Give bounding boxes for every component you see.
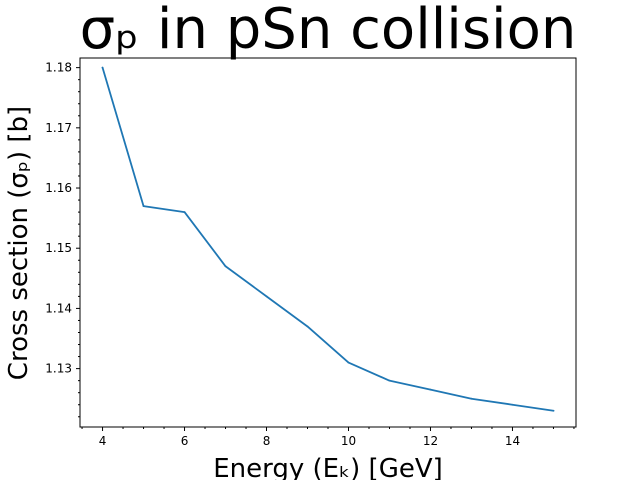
x-axis-label: Energy (Eₖ) [GeV] (213, 454, 443, 480)
y-tick-label: 1.17 (45, 121, 72, 135)
y-tick-label: 1.18 (45, 61, 72, 75)
data-point (470, 397, 473, 400)
y-tick-label: 1.13 (45, 362, 72, 376)
x-tick-label: 14 (505, 434, 520, 448)
data-point (265, 295, 268, 298)
data-point (429, 388, 432, 391)
x-tick-label: 12 (423, 434, 438, 448)
series-layer (101, 66, 555, 412)
x-axis: 4 6 8 10 12 14 (81, 427, 575, 448)
y-tick-label: 1.15 (45, 241, 72, 255)
chart-title: σₚ in pSn collision (80, 0, 577, 62)
data-point (101, 66, 104, 69)
plot-frame (79, 57, 577, 428)
x-tick-label: 10 (341, 434, 356, 448)
y-tick-label: 1.16 (45, 181, 72, 195)
data-point (142, 205, 145, 207)
data-point (306, 325, 309, 328)
x-tick-label: 4 (99, 434, 107, 448)
data-point (511, 403, 514, 406)
series-line (101, 66, 555, 412)
data-point (183, 211, 186, 214)
plot-area (79, 57, 577, 428)
data-point (552, 409, 555, 412)
y-axis-label: Cross section (σₚ) [b] (4, 106, 34, 380)
x-tick-label: 8 (263, 434, 271, 448)
data-point (388, 379, 391, 382)
data-point (347, 361, 350, 364)
y-axis: 1.13 1.14 1.15 1.16 1.17 1.18 (45, 61, 80, 418)
y-tick-label: 1.14 (45, 301, 72, 315)
x-tick-label: 6 (181, 434, 189, 448)
data-point (224, 265, 227, 268)
